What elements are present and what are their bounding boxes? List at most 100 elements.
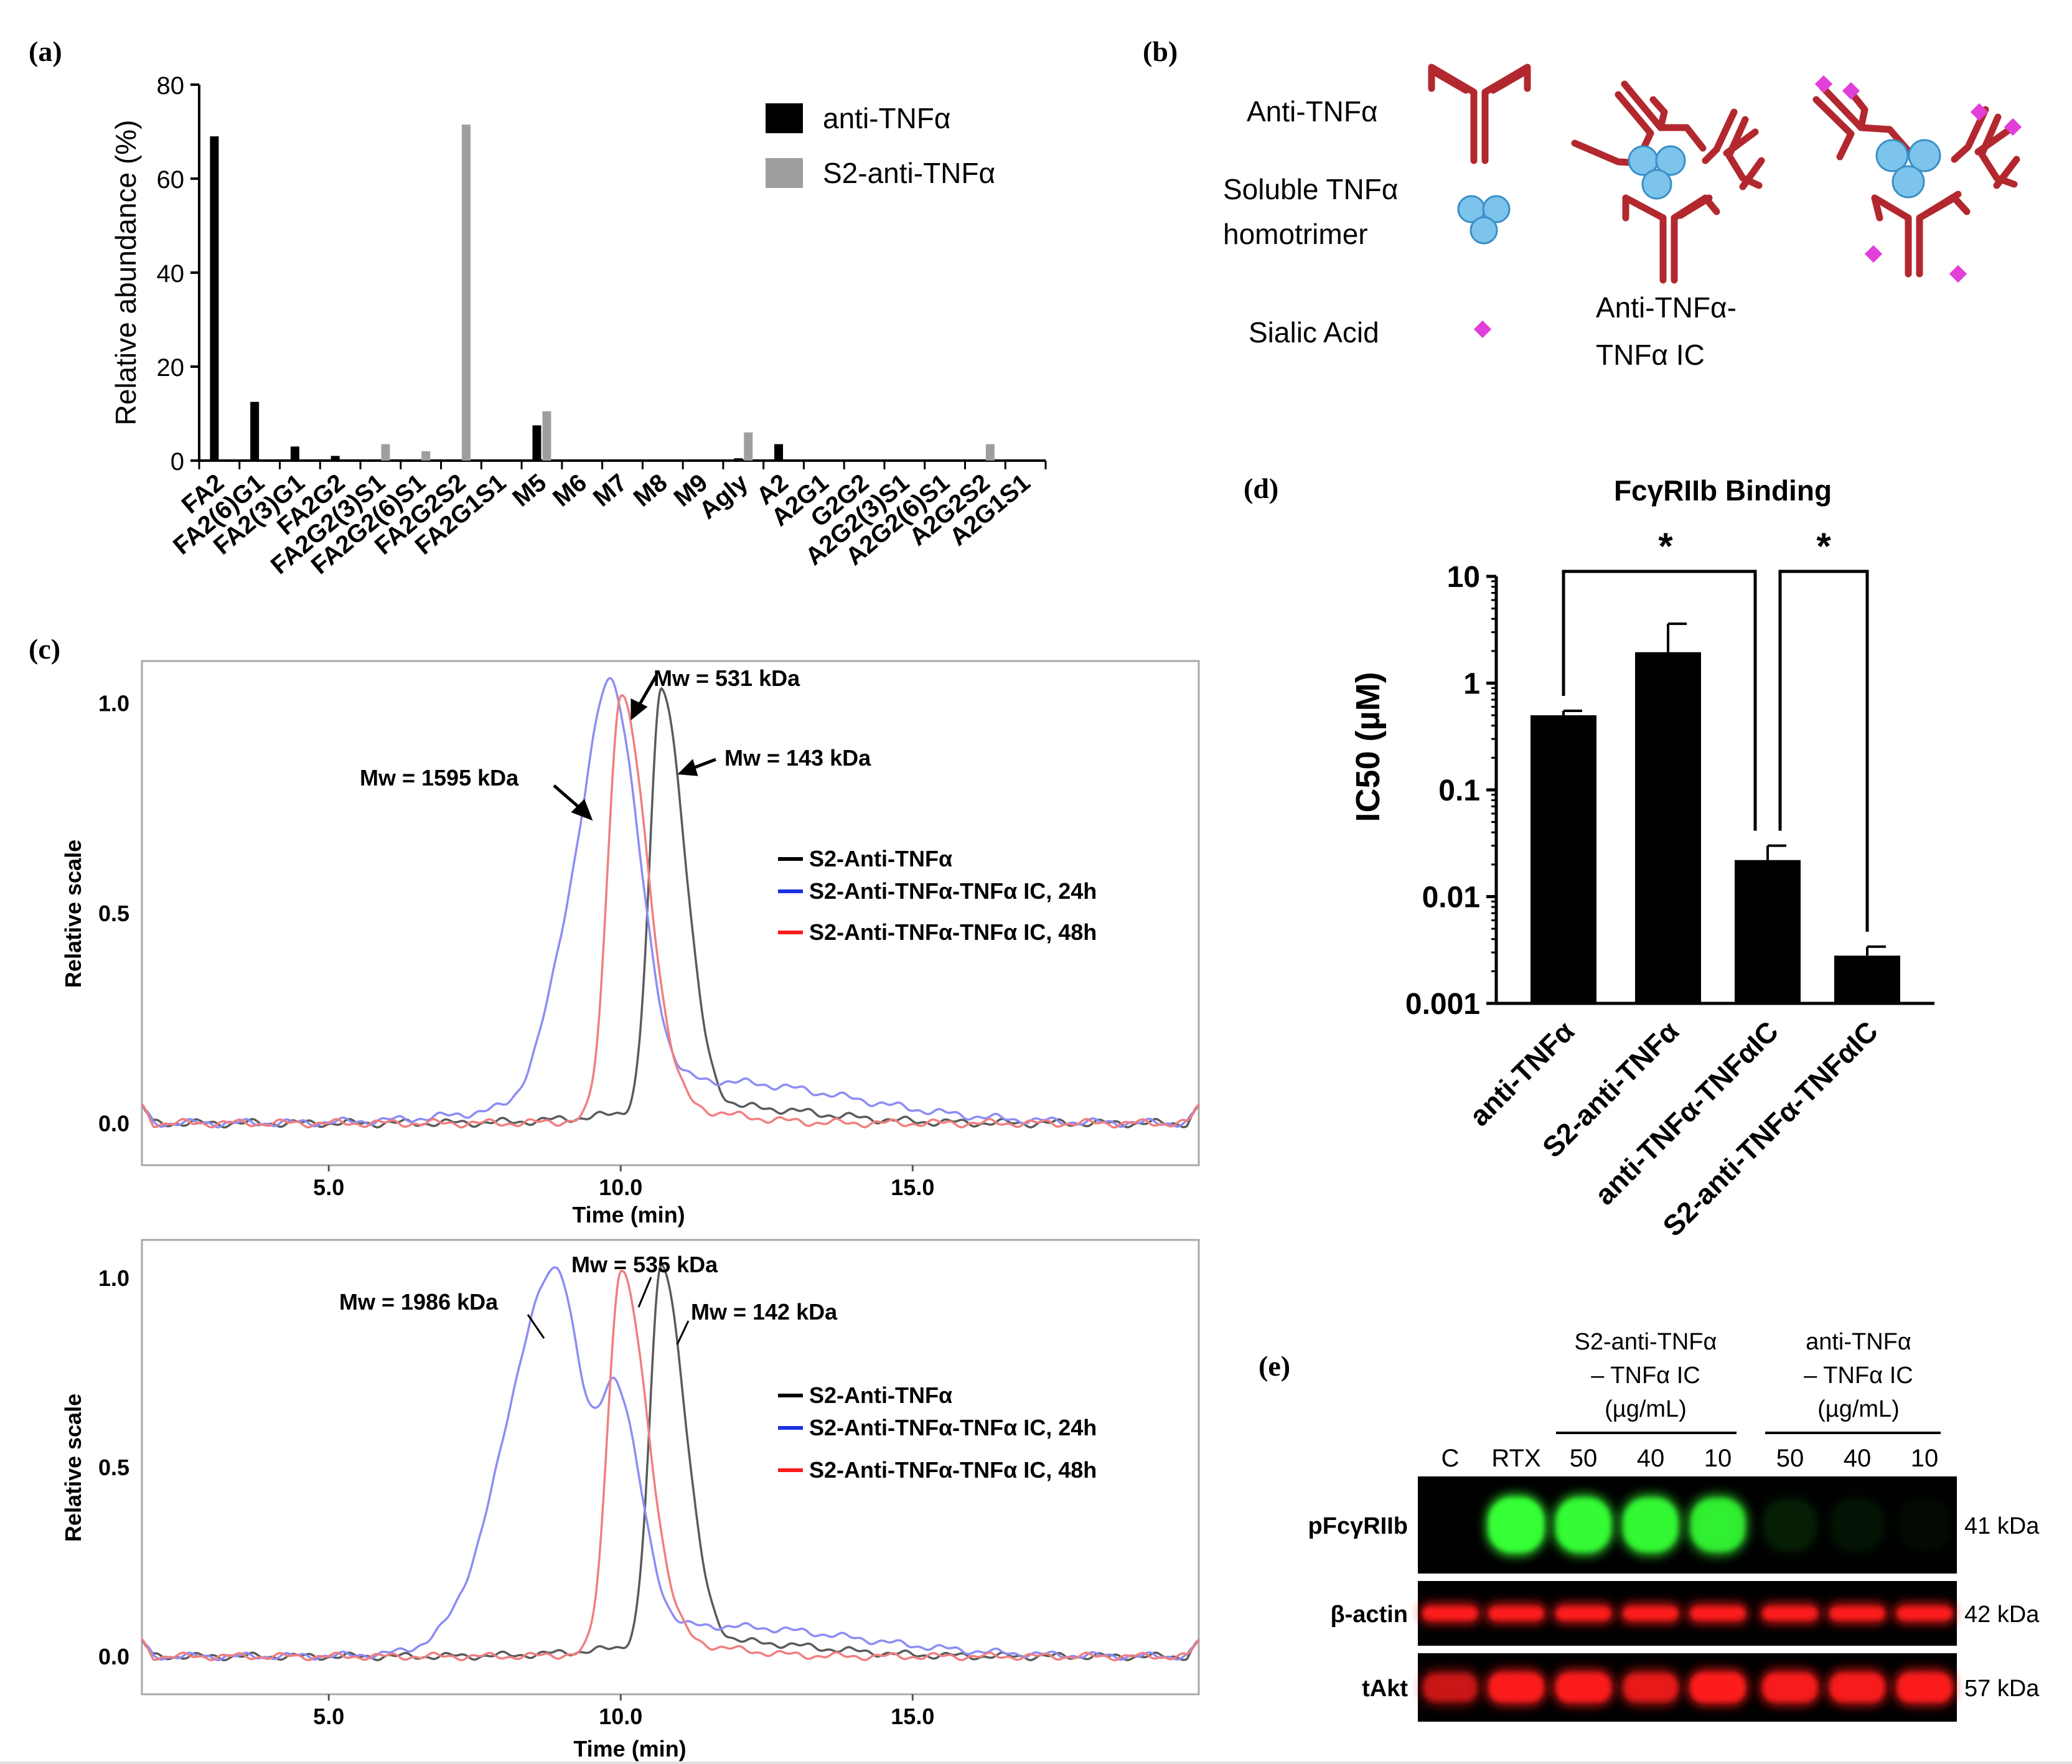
e-band (1423, 1608, 1477, 1619)
d-y-tick-label: 0.01 (1422, 881, 1480, 914)
d-y-tick-label: 10 (1447, 561, 1480, 594)
panel-label-c: (c) (29, 633, 60, 665)
b-label-soluble-2: homotrimer (1223, 218, 1368, 250)
e-row-size: 57 kDa (1964, 1676, 2040, 1702)
e-band (1557, 1674, 1610, 1701)
e-lane-label: 10 (1704, 1445, 1732, 1472)
d-significance-bracket (1778, 570, 1869, 932)
a-bar-s2-M5 (542, 411, 551, 461)
c1-y-axis-label: Relative scale (60, 840, 86, 988)
e-band (1691, 1674, 1745, 1701)
c1-annotation-531: Mw = 531 kDa (654, 665, 800, 691)
e-row-label: pFcγRIIb (1308, 1513, 1408, 1539)
e-lane-label: 50 (1570, 1445, 1598, 1472)
legend-swatch-s2 (766, 158, 803, 188)
e-band (1557, 1499, 1610, 1551)
c-x-tick-label: 10.0 (599, 1175, 642, 1200)
antibody-icon (1428, 63, 1531, 164)
d-bar-1 (1635, 652, 1701, 1003)
c-x-tick-label: 5.0 (313, 1175, 344, 1200)
b-label-anti: Anti-TNFα (1247, 95, 1378, 128)
c2-x-axis-label: Time (min) (573, 1736, 686, 1762)
c2-annotation-535: Mw = 535 kDa (571, 1252, 718, 1277)
tnf-trimer-icon (1457, 195, 1511, 245)
a-category-label: M7 (588, 469, 632, 512)
c2-legend: S2-Anti-TNFα S2-Anti-TNFα-TNFα IC, 24h S… (778, 1382, 1097, 1483)
panel-label-d: (d) (1244, 472, 1278, 504)
a-y-tick-label: 0 (171, 448, 184, 476)
d-y-tick-label: 0.001 (1405, 988, 1480, 1021)
e-lane-label: RTX (1491, 1445, 1540, 1472)
a-bar-anti-A2 (774, 444, 784, 461)
a-category-label: M5 (507, 469, 551, 512)
d-significance-star: * (1658, 525, 1673, 567)
a-bar-s2-FA2G2S2 (461, 124, 471, 461)
a-y-tick-label: 60 (157, 166, 185, 194)
a-bar-anti-M5 (532, 425, 541, 461)
panel-label-e: (e) (1259, 1350, 1290, 1382)
a-bar-s2-FA2G2(3)S1 (381, 444, 390, 461)
c2-annotation-142: Mw = 142 kDa (691, 1299, 838, 1325)
a-bar-s2-FA2G2(6)S1 (421, 451, 431, 461)
e-group2-line3: (µg/mL) (1817, 1396, 1900, 1422)
a-category-label: M8 (629, 469, 673, 512)
c-trace-ic48h (141, 694, 1200, 1128)
d-y-axis-label: IC50 (µM) (1349, 672, 1387, 822)
legend-swatch-anti (766, 103, 803, 133)
legend-label-s2: S2-anti-TNFα (823, 157, 995, 189)
c1-plot-frame (141, 660, 1200, 1166)
e-lane-label: C (1441, 1445, 1460, 1472)
d-y-tick-label: 1 (1463, 668, 1480, 701)
immune-complex-schematic: Anti-TNFα Soluble TNFα homotrimer Sialic… (1223, 63, 2022, 371)
b-label-soluble-1: Soluble TNFα (1223, 173, 1398, 205)
c2-annotation-1986: Mw = 1986 kDa (339, 1289, 499, 1315)
immune-complex-icon (1571, 80, 1765, 284)
sec-chromatogram-bottom: 5.0 10.0 15.0 0.0 0.5 1.0 Relative scale Time… (60, 1239, 1200, 1762)
d-title: FcγRIIb Binding (1614, 474, 1832, 507)
d-y-tick-label: 0.1 (1438, 774, 1480, 807)
ic50-bar-chart: FcγRIIb Binding 10 1 0.1 0.01 0.001 anti-TNF… (1349, 474, 1934, 1242)
a-y-axis-label: Relative abundance (%) (110, 120, 142, 426)
c2-y-axis-label: Relative scale (60, 1394, 86, 1542)
e-band (1898, 1674, 1951, 1701)
e-band (1489, 1499, 1543, 1551)
e-band (1898, 1499, 1951, 1551)
e-lane-label: 40 (1844, 1445, 1872, 1472)
c-y-tick-label: 0.5 (98, 901, 129, 926)
e-group2-line2: – TNFα IC (1804, 1363, 1913, 1389)
e-row-size: 42 kDa (1964, 1602, 2040, 1628)
c-x-tick-label: 5.0 (313, 1704, 344, 1729)
c2-legend-blue: S2-Anti-TNFα-TNFα IC, 24h (809, 1415, 1097, 1440)
a-category-label: M6 (548, 469, 592, 512)
a-y-tick-label: 40 (157, 260, 185, 288)
c1-annotation-1595: Mw = 1595 kDa (360, 765, 519, 791)
c-x-tick-label: 15.0 (891, 1175, 934, 1200)
e-band (1624, 1674, 1677, 1701)
e-band (1763, 1499, 1817, 1551)
c1-legend-black: S2-Anti-TNFα (809, 846, 952, 871)
e-band (1489, 1674, 1543, 1701)
e-group2-line1: anti-TNFα (1806, 1329, 1911, 1355)
e-band (1691, 1499, 1745, 1551)
d-bar-3 (1834, 955, 1900, 1003)
d-bar-0 (1531, 715, 1596, 1003)
e-group1-line1: S2-anti-TNFα (1575, 1329, 1717, 1355)
e-lane-label: 40 (1637, 1445, 1665, 1472)
e-band (1691, 1608, 1745, 1619)
d-significance-star: * (1816, 525, 1831, 567)
a-bar-s2-Agly (744, 432, 753, 461)
e-group1-line2: – TNFα IC (1591, 1363, 1700, 1389)
e-band (1423, 1674, 1477, 1701)
e-group1-line3: (µg/mL) (1605, 1396, 1687, 1422)
e-row-label: β-actin (1330, 1602, 1408, 1628)
a-category-label: Agly (694, 469, 753, 525)
e-row-label: tAkt (1362, 1676, 1408, 1702)
c-x-tick-label: 15.0 (891, 1704, 934, 1729)
a-bar-anti-FA2 (210, 136, 219, 461)
sialylated-immune-complex-icon (1812, 75, 2022, 283)
c2-legend-black: S2-Anti-TNFα (809, 1382, 952, 1408)
c2-plot-frame (141, 1239, 1200, 1696)
e-band (1624, 1608, 1677, 1619)
c-y-tick-label: 0.0 (98, 1111, 129, 1137)
